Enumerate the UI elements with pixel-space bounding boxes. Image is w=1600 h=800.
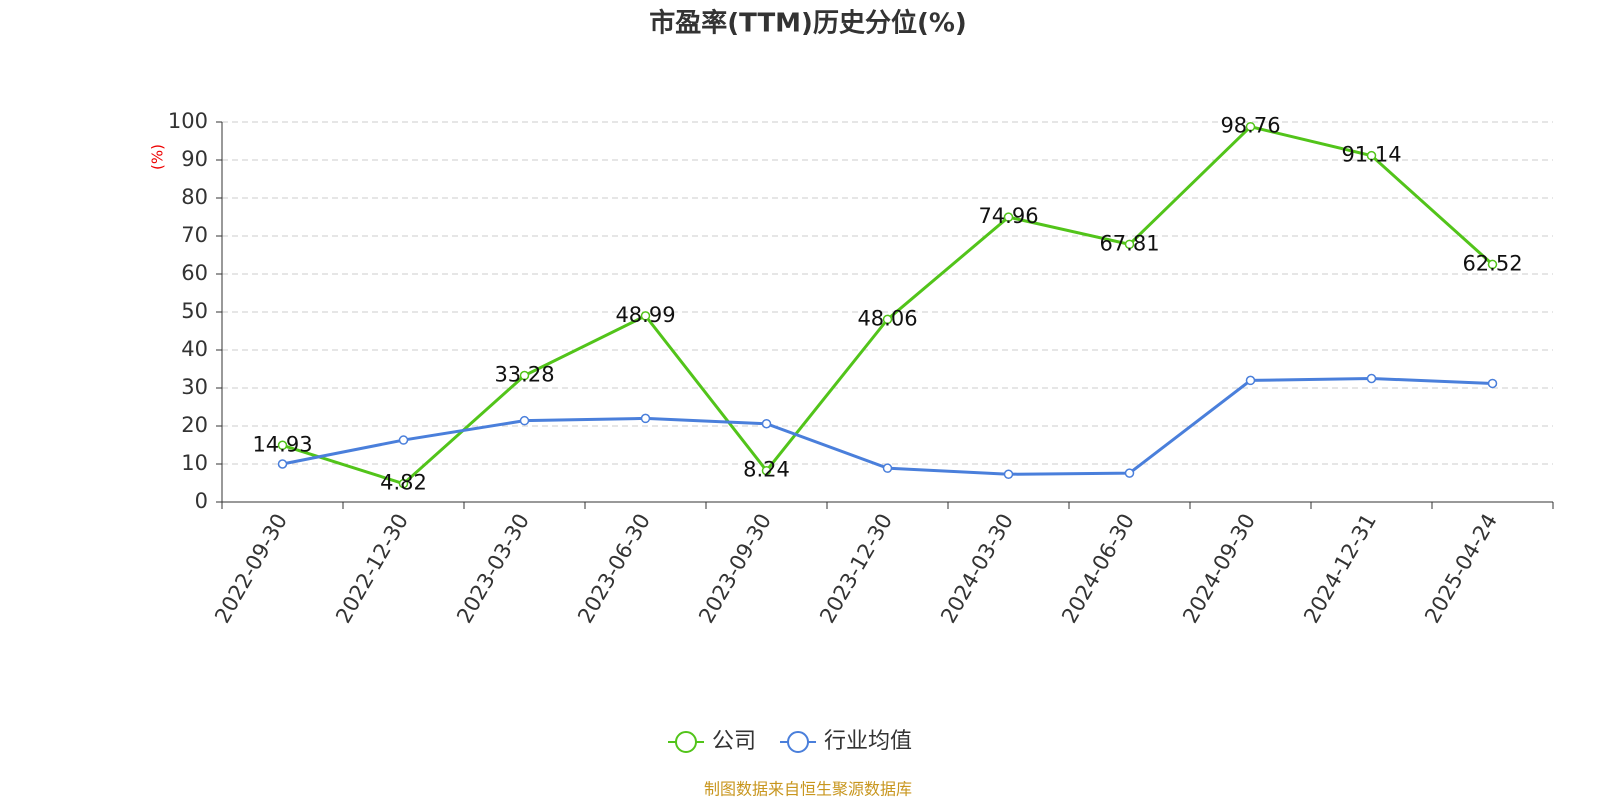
data-point xyxy=(1366,373,1377,384)
data-point xyxy=(277,440,288,451)
y-tick-label: 40 xyxy=(181,337,208,361)
x-tick-label: 2024-09-30 xyxy=(1178,510,1260,628)
data-label: 8.24 xyxy=(743,458,790,482)
x-tick-label: 2024-03-30 xyxy=(936,510,1018,628)
data-point xyxy=(519,415,530,426)
x-tick-label: 2025-04-24 xyxy=(1420,510,1502,628)
y-tick-label: 90 xyxy=(181,147,208,171)
data-point xyxy=(761,465,772,476)
legend: 公司 行业均值 xyxy=(668,729,912,754)
x-tick-label: 2022-12-30 xyxy=(331,510,413,628)
y-tick-label: 80 xyxy=(181,185,208,209)
data-label: 4.82 xyxy=(380,471,427,495)
y-tick-label: 100 xyxy=(168,109,208,133)
x-tick-label: 2023-09-30 xyxy=(694,510,776,628)
data-point xyxy=(1487,259,1498,270)
y-tick-label: 20 xyxy=(181,413,208,437)
legend-marker xyxy=(675,731,697,753)
y-tick-label: 70 xyxy=(181,223,208,247)
y-axis-label: (%) xyxy=(149,144,167,170)
x-tick-label: 2024-12-31 xyxy=(1299,510,1381,628)
data-point xyxy=(398,478,409,489)
data-point xyxy=(1003,469,1014,480)
data-point xyxy=(1245,375,1256,386)
data-point xyxy=(640,413,651,424)
x-tick-label: 2023-03-30 xyxy=(452,510,534,628)
data-label: 91.14 xyxy=(1341,143,1401,167)
data-point xyxy=(882,314,893,325)
data-point xyxy=(277,459,288,469)
data-label: 33.28 xyxy=(494,363,554,387)
data-point xyxy=(1124,239,1135,250)
data-label: 48.06 xyxy=(857,306,917,330)
source-note: 制图数据来自恒生聚源数据库 xyxy=(704,780,912,799)
data-point xyxy=(1487,378,1498,389)
legend-marker xyxy=(787,731,810,753)
y-tick-label: 30 xyxy=(181,375,208,399)
data-label: 48.99 xyxy=(615,303,675,327)
data-label: 14.93 xyxy=(252,432,312,456)
y-tick-label: 10 xyxy=(181,451,208,475)
x-tick-label: 2022-09-30 xyxy=(210,510,292,628)
x-tick-label: 2023-06-30 xyxy=(573,510,655,628)
data-label: 74.96 xyxy=(978,204,1038,228)
y-tick-label: 60 xyxy=(181,261,208,285)
x-tick-label: 2023-12-30 xyxy=(815,510,897,628)
y-tick-label: 50 xyxy=(181,299,208,323)
data-label: 67.81 xyxy=(1099,231,1159,255)
legend-label: 公司 xyxy=(712,729,756,754)
data-point xyxy=(1366,150,1377,161)
data-point xyxy=(1124,468,1135,478)
data-label: 98.76 xyxy=(1220,114,1280,138)
data-label: 62.52 xyxy=(1462,251,1522,275)
y-tick-label: 0 xyxy=(195,489,208,513)
data-point xyxy=(1245,121,1256,132)
data-point xyxy=(640,311,651,321)
data-point xyxy=(519,370,530,381)
data-point xyxy=(761,418,772,429)
data-point xyxy=(398,435,409,445)
legend-label: 行业均值 xyxy=(824,729,912,754)
chart-title: 市盈率(TTM)历史分位(%) xyxy=(649,8,967,39)
data-point xyxy=(1003,212,1014,222)
data-point xyxy=(882,463,893,473)
x-tick-label: 2024-06-30 xyxy=(1057,510,1139,628)
